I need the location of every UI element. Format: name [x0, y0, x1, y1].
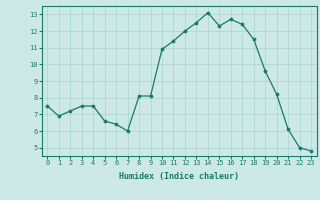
X-axis label: Humidex (Indice chaleur): Humidex (Indice chaleur) — [119, 172, 239, 181]
